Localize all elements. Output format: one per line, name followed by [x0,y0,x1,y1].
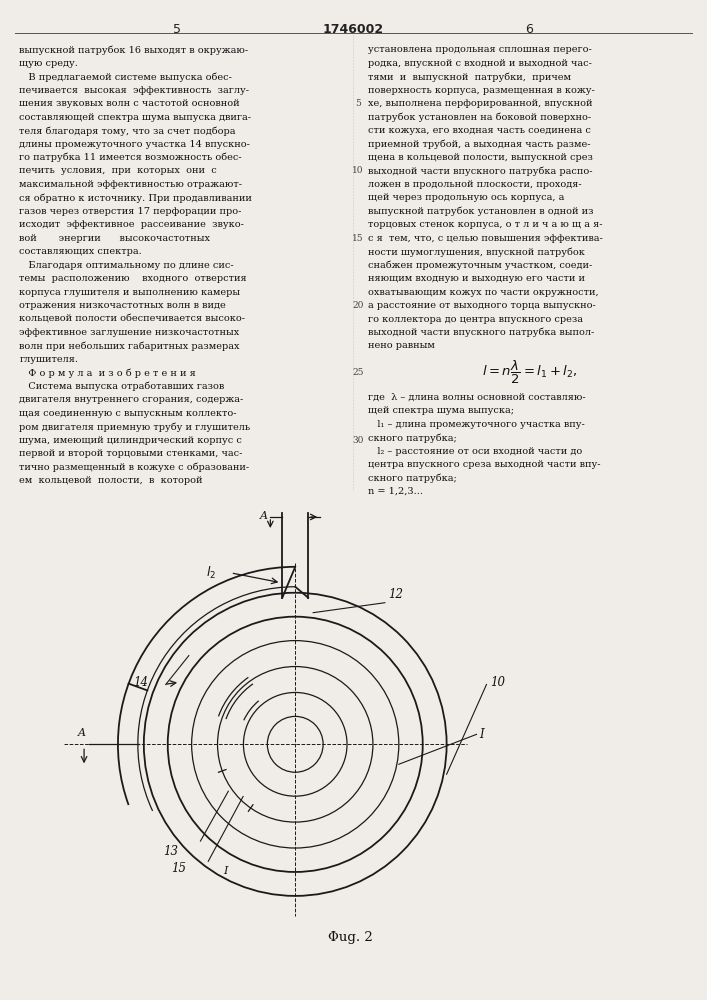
Text: A: A [78,728,86,738]
Text: няющим входную и выходную его части и: няющим входную и выходную его части и [368,274,585,283]
Text: длины промежуточного участка 14 впускно-: длины промежуточного участка 14 впускно- [19,140,250,149]
Text: максимальной эффективностью отражают-: максимальной эффективностью отражают- [19,180,243,189]
Text: нено равным: нено равным [368,341,435,350]
Text: A: A [260,511,269,521]
Text: установлена продольная сплошная перего-: установлена продольная сплошная перего- [368,45,592,54]
Text: составляющих спектра.: составляющих спектра. [19,247,142,256]
Text: щую среду.: щую среду. [19,59,78,68]
Text: корпуса глушителя и выполнению камеры: корпуса глушителя и выполнению камеры [19,288,240,297]
Text: приемной трубой, а выходная часть разме-: приемной трубой, а выходная часть разме- [368,140,590,149]
Text: сти кожуха, его входная часть соединена с: сти кожуха, его входная часть соединена … [368,126,591,135]
Text: эффективное заглушение низкочастотных: эффективное заглушение низкочастотных [19,328,240,337]
Text: l₁ – длина промежуточного участка впу-: l₁ – длина промежуточного участка впу- [368,420,585,429]
Text: 12: 12 [388,588,403,601]
Text: отражения низкочастотных волн в виде: отражения низкочастотных волн в виде [19,301,226,310]
Text: печить  условия,  при  которых  они  с: печить условия, при которых они с [19,166,217,175]
Text: ложен в продольной плоскости, проходя-: ложен в продольной плоскости, проходя- [368,180,582,189]
Text: где  λ – длина волны основной составляю-: где λ – длина волны основной составляю- [368,393,585,402]
Text: торцовых стенок корпуса, о т л и ч а ю щ а я-: торцовых стенок корпуса, о т л и ч а ю щ… [368,220,602,229]
Text: 1746002: 1746002 [322,23,384,36]
Text: Ф о р м у л а  и з о б р е т е н и я: Ф о р м у л а и з о б р е т е н и я [19,368,196,378]
Text: ем  кольцевой  полости,  в  которой: ем кольцевой полости, в которой [19,476,203,485]
Text: снабжен промежуточным участком, соеди-: снабжен промежуточным участком, соеди- [368,261,592,270]
Text: 5: 5 [355,99,361,108]
Text: $l = n\dfrac{\lambda}{2} = l_1 + l_2,$: $l = n\dfrac{\lambda}{2} = l_1 + l_2,$ [482,359,578,386]
Text: шения звуковых волн с частотой основной: шения звуковых волн с частотой основной [19,99,240,108]
Text: патрубок установлен на боковой поверхно-: патрубок установлен на боковой поверхно- [368,113,591,122]
Text: первой и второй торцовыми стенками, час-: первой и второй торцовыми стенками, час- [19,449,243,458]
Text: выходной части впускного патрубка выпол-: выходной части впускного патрубка выпол- [368,328,594,337]
Text: вой       энергии      высокочастотных: вой энергии высокочастотных [19,234,210,243]
Text: 10: 10 [352,166,363,175]
Text: 5: 5 [173,23,181,36]
Text: I: I [479,728,484,741]
Text: Система выпуска отработавших газов: Система выпуска отработавших газов [19,382,225,391]
Text: щена в кольцевой полости, выпускной срез: щена в кольцевой полости, выпускной срез [368,153,592,162]
Text: ся обратно к источнику. При продавливании: ся обратно к источнику. При продавливани… [19,193,252,203]
Text: теля благодаря тому, что за счет подбора: теля благодаря тому, что за счет подбора [19,126,236,136]
Text: выпускной патрубок 16 выходят в окружаю-: выпускной патрубок 16 выходят в окружаю- [19,45,248,55]
Text: тями  и  выпускной  патрубки,  причем: тями и выпускной патрубки, причем [368,72,571,82]
Text: 20: 20 [352,301,363,310]
Text: выходной части впускного патрубка распо-: выходной части впускного патрубка распо- [368,166,592,176]
Text: печивается  высокая  эффективность  заглу-: печивается высокая эффективность заглу- [19,86,250,95]
Text: составляющей спектра шума выпуска двига-: составляющей спектра шума выпуска двига- [19,113,251,122]
Text: щая соединенную с выпускным коллекто-: щая соединенную с выпускным коллекто- [19,409,237,418]
Text: 10: 10 [491,676,506,689]
Text: с я  тем, что, с целью повышения эффектива-: с я тем, что, с целью повышения эффектив… [368,234,602,243]
Text: выпускной патрубок установлен в одной из: выпускной патрубок установлен в одной из [368,207,593,216]
Text: I: I [223,866,228,876]
Text: 6: 6 [525,23,533,36]
Text: n = 1,2,3...: n = 1,2,3... [368,487,423,496]
Text: кольцевой полости обеспечивается высоко-: кольцевой полости обеспечивается высоко- [19,315,245,324]
Text: $l_2$: $l_2$ [206,565,216,581]
Text: щей спектра шума выпуска;: щей спектра шума выпуска; [368,406,514,415]
Text: го коллектора до центра впускного среза: го коллектора до центра впускного среза [368,315,583,324]
Text: 13: 13 [163,845,179,858]
Text: 15: 15 [352,234,364,243]
Text: газов через отверстия 17 перфорации про-: газов через отверстия 17 перфорации про- [19,207,242,216]
Text: го патрубка 11 имеется возможность обес-: го патрубка 11 имеется возможность обес- [19,153,242,162]
Text: а расстояние от выходного торца выпускно-: а расстояние от выходного торца выпускно… [368,301,596,310]
Text: l₂ – расстояние от оси входной части до: l₂ – расстояние от оси входной части до [368,447,582,456]
Text: поверхность корпуса, размещенная в кожу-: поверхность корпуса, размещенная в кожу- [368,86,595,95]
Text: хе, выполнена перфорированной, впускной: хе, выполнена перфорированной, впускной [368,99,592,108]
Text: 15: 15 [171,862,187,875]
Text: волн при небольших габаритных размерах: волн при небольших габаритных размерах [19,341,240,351]
Text: Благодаря оптимальному по длине сис-: Благодаря оптимальному по длине сис- [19,261,234,270]
Text: глушителя.: глушителя. [19,355,78,364]
Text: В предлагаемой системе выпуска обес-: В предлагаемой системе выпуска обес- [19,72,232,82]
Text: 14: 14 [133,676,148,689]
Text: охватывающим кожух по части окружности,: охватывающим кожух по части окружности, [368,288,599,297]
Text: щей через продольную ось корпуса, а: щей через продольную ось корпуса, а [368,193,564,202]
Text: 30: 30 [352,436,363,445]
Text: тично размещенный в кожухе с образовани-: тично размещенный в кожухе с образовани- [19,463,250,472]
Text: шума, имеющий цилиндрический корпус с: шума, имеющий цилиндрический корпус с [19,436,243,445]
Text: двигателя внутреннего сгорания, содержа-: двигателя внутреннего сгорания, содержа- [19,395,244,404]
Text: скного патрубка;: скного патрубка; [368,474,457,483]
Text: родка, впускной с входной и выходной час-: родка, впускной с входной и выходной час… [368,59,592,68]
Text: ности шумоглушения, впускной патрубок: ности шумоглушения, впускной патрубок [368,247,585,257]
Text: скного патрубка;: скного патрубка; [368,433,457,443]
Text: центра впускного среза выходной части впу-: центра впускного среза выходной части вп… [368,460,600,469]
Text: ром двигателя приемную трубу и глушитель: ром двигателя приемную трубу и глушитель [19,422,250,432]
Text: Φug. 2: Φug. 2 [327,931,373,944]
Text: 25: 25 [352,368,363,377]
Text: исходит  эффективное  рассеивание  звуко-: исходит эффективное рассеивание звуко- [19,220,244,229]
Text: темы  расположению    входного  отверстия: темы расположению входного отверстия [19,274,247,283]
